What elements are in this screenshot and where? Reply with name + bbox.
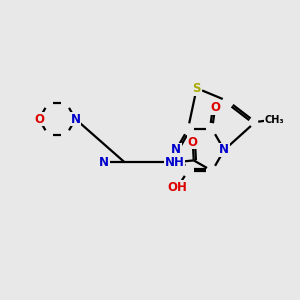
Text: O: O [188,136,198,149]
Text: N: N [70,112,80,126]
Text: NH: NH [165,156,184,169]
Text: OH: OH [167,181,187,194]
Text: N: N [171,143,181,157]
Text: NH: NH [165,156,184,169]
Text: CH₃: CH₃ [265,115,284,125]
Text: O: O [210,101,220,114]
Text: O: O [34,112,44,126]
Text: N: N [219,143,229,157]
Text: N: N [99,156,109,169]
Text: S: S [192,82,201,95]
